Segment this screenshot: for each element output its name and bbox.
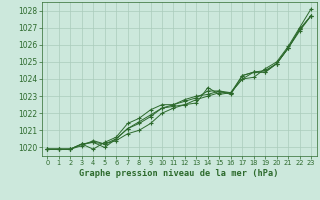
X-axis label: Graphe pression niveau de la mer (hPa): Graphe pression niveau de la mer (hPa) <box>79 169 279 178</box>
